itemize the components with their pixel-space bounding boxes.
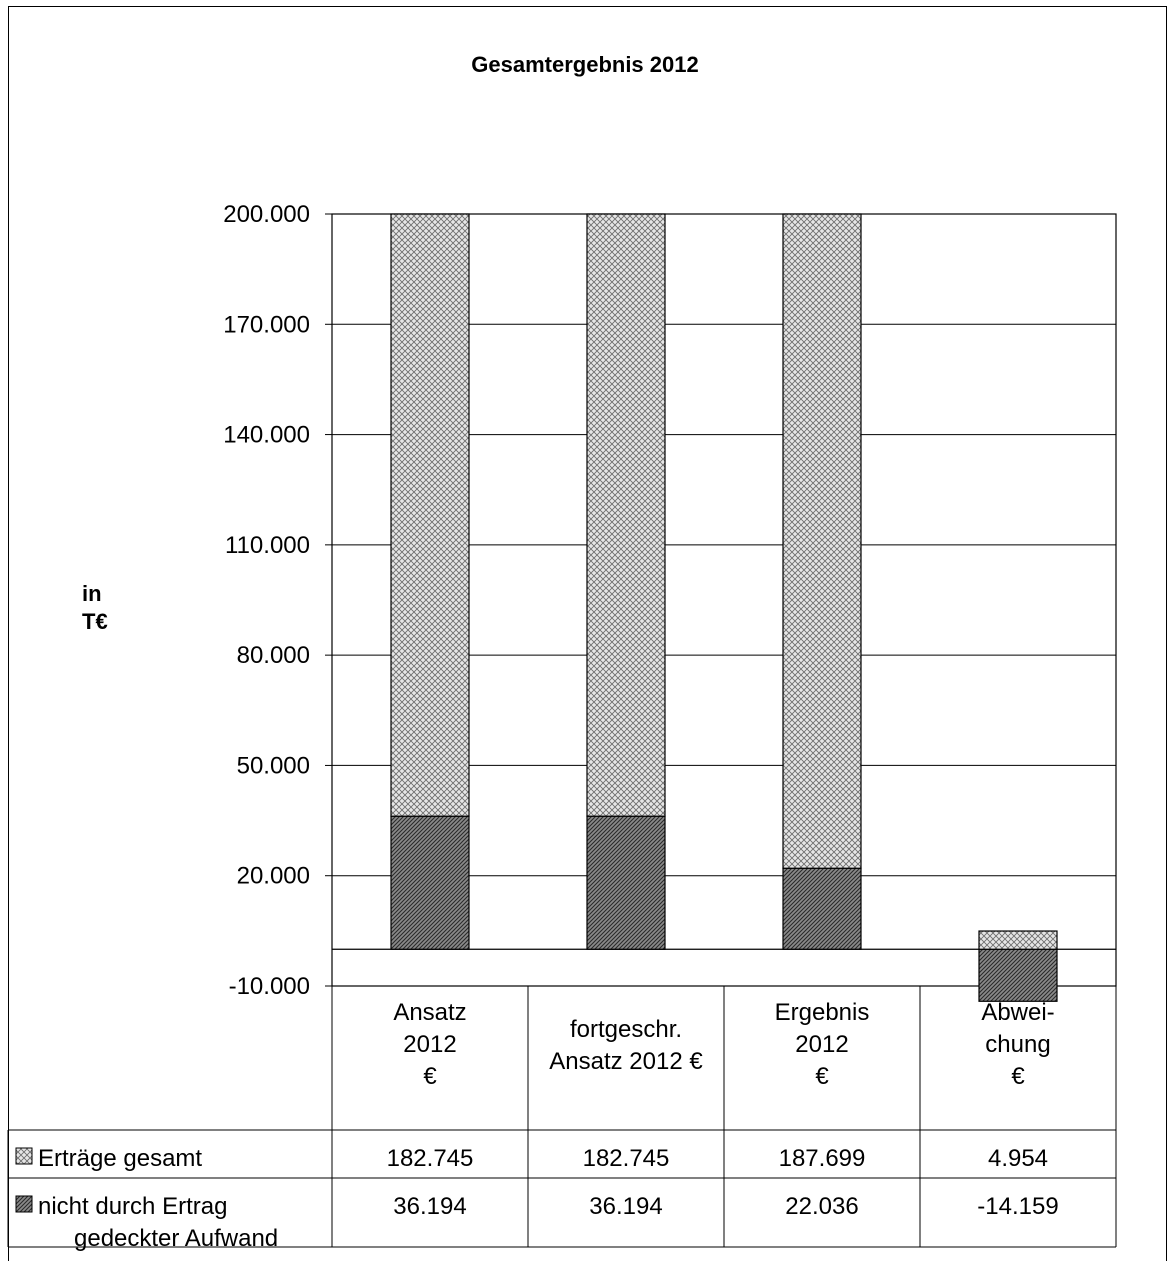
- table-value: 36.194: [589, 1193, 662, 1220]
- y-tick-label: 200.000: [223, 201, 310, 228]
- category-label: Ansatz 2012 €: [549, 1048, 703, 1075]
- y-tick-label: -10.000: [229, 973, 310, 1000]
- y-tick-label: 170.000: [223, 311, 310, 338]
- y-axis-unit-label: in T€: [82, 581, 108, 634]
- category-label: 2012: [403, 1031, 456, 1058]
- legend-swatch-aufwand: [15, 1195, 33, 1213]
- bar-ertraege-gesamt: [390, 213, 470, 817]
- category-label: Abwei-: [981, 999, 1054, 1026]
- bar-nicht-gedeckt: [586, 815, 666, 950]
- category-label: Ergebnis: [775, 999, 870, 1026]
- y-tick-label: 80.000: [237, 642, 310, 669]
- bar-ertraege-gesamt: [978, 930, 1058, 950]
- chart-title: Gesamtergebnis 2012: [471, 52, 698, 77]
- bar-nicht-gedeckt: [782, 867, 862, 950]
- bar-nicht-gedeckt: [978, 948, 1058, 1002]
- table-value: 4.954: [988, 1145, 1048, 1172]
- y-tick-label: 20.000: [237, 863, 310, 890]
- bar-ertraege-gesamt: [586, 213, 666, 817]
- table-value: 36.194: [393, 1193, 466, 1220]
- legend-swatch-ertraege: [15, 1147, 33, 1165]
- category-label: fortgeschr.: [570, 1016, 682, 1043]
- category-label: €: [423, 1063, 437, 1090]
- table-value: 182.745: [387, 1145, 474, 1172]
- category-label: €: [1011, 1063, 1025, 1090]
- chart-frame: [8, 6, 1167, 1261]
- category-label: 2012: [795, 1031, 848, 1058]
- y-tick-label: 140.000: [223, 422, 310, 449]
- legend-label: gedeckter Aufwand: [74, 1225, 278, 1252]
- y-axis-label-line: in: [82, 581, 102, 606]
- category-label: €: [815, 1063, 829, 1090]
- y-tick-label: 110.000: [225, 532, 310, 559]
- category-label: chung: [985, 1031, 1050, 1058]
- y-axis-label-line: T€: [82, 609, 108, 634]
- y-tick-label: 50.000: [237, 752, 310, 779]
- category-label: Ansatz: [393, 999, 466, 1026]
- bar-ertraege-gesamt: [782, 213, 862, 869]
- table-value: 22.036: [785, 1193, 858, 1220]
- legend-label: Erträge gesamt: [38, 1145, 202, 1172]
- table-value: -14.159: [977, 1193, 1058, 1220]
- legend-label: nicht durch Ertrag: [38, 1193, 227, 1220]
- bar-nicht-gedeckt: [390, 815, 470, 950]
- table-value: 187.699: [779, 1145, 866, 1172]
- table-value: 182.745: [583, 1145, 670, 1172]
